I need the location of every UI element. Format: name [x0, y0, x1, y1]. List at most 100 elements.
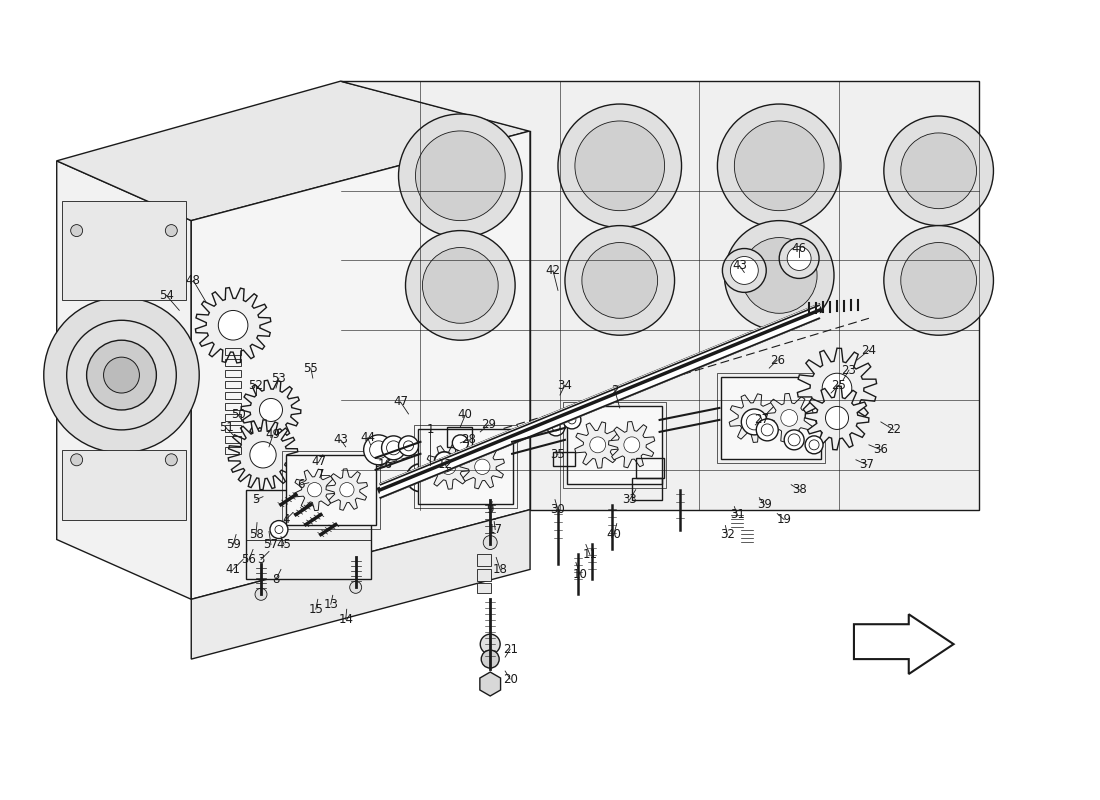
- Circle shape: [805, 436, 823, 454]
- Circle shape: [781, 410, 798, 426]
- Circle shape: [340, 482, 354, 497]
- Polygon shape: [729, 394, 778, 442]
- Circle shape: [565, 226, 674, 335]
- Circle shape: [547, 418, 565, 436]
- Polygon shape: [57, 161, 191, 599]
- Text: 34: 34: [558, 378, 572, 391]
- Circle shape: [624, 437, 640, 453]
- Text: 44: 44: [360, 431, 375, 444]
- Circle shape: [757, 419, 778, 441]
- Bar: [418, 430, 513, 504]
- Circle shape: [575, 121, 664, 210]
- Circle shape: [87, 340, 156, 410]
- Text: 16: 16: [378, 458, 393, 471]
- Circle shape: [483, 535, 497, 550]
- Text: 31: 31: [730, 508, 745, 521]
- Text: 47: 47: [393, 395, 408, 409]
- Text: 59: 59: [226, 538, 241, 551]
- Circle shape: [779, 238, 820, 278]
- Polygon shape: [57, 81, 530, 221]
- Circle shape: [723, 249, 767, 292]
- Polygon shape: [196, 287, 271, 363]
- Polygon shape: [426, 445, 471, 489]
- Circle shape: [250, 442, 276, 468]
- Circle shape: [883, 116, 993, 226]
- Circle shape: [218, 310, 248, 340]
- Bar: [226, 436, 241, 443]
- Circle shape: [735, 121, 824, 210]
- Text: 5: 5: [252, 493, 260, 506]
- Bar: [226, 381, 241, 388]
- Text: 46: 46: [792, 242, 806, 255]
- Text: 40: 40: [458, 409, 473, 422]
- Text: 15: 15: [308, 602, 323, 616]
- Text: 3: 3: [257, 553, 265, 566]
- Text: 43: 43: [333, 434, 349, 446]
- Bar: [226, 348, 241, 355]
- Circle shape: [44, 298, 199, 453]
- Text: 41: 41: [226, 563, 241, 576]
- Bar: [477, 583, 492, 594]
- Circle shape: [398, 114, 522, 238]
- Polygon shape: [326, 469, 367, 510]
- Text: 37: 37: [859, 458, 874, 471]
- Text: 29: 29: [481, 418, 496, 431]
- Text: 20: 20: [503, 673, 518, 686]
- Circle shape: [481, 650, 499, 668]
- Circle shape: [784, 430, 804, 450]
- Text: 33: 33: [623, 493, 637, 506]
- Circle shape: [741, 409, 767, 435]
- Text: 56: 56: [242, 553, 256, 566]
- Text: 18: 18: [493, 563, 507, 576]
- Circle shape: [745, 410, 761, 426]
- Text: 2: 2: [610, 383, 618, 397]
- Text: 52: 52: [249, 378, 264, 391]
- Text: 23: 23: [842, 364, 857, 377]
- Polygon shape: [381, 304, 820, 498]
- Bar: [226, 370, 241, 377]
- Polygon shape: [246, 490, 371, 579]
- Text: 51: 51: [219, 422, 233, 434]
- Text: 53: 53: [272, 371, 286, 385]
- Circle shape: [441, 459, 455, 474]
- Text: 9: 9: [486, 503, 494, 516]
- Bar: [477, 570, 492, 582]
- Bar: [62, 201, 186, 300]
- Bar: [226, 425, 241, 432]
- Circle shape: [730, 257, 758, 285]
- Text: 4: 4: [283, 513, 289, 526]
- Text: 22: 22: [887, 423, 901, 436]
- Text: 24: 24: [861, 344, 877, 357]
- Polygon shape: [608, 422, 654, 468]
- Text: 40: 40: [606, 528, 621, 541]
- Bar: [282, 451, 380, 529]
- Text: 36: 36: [873, 443, 889, 456]
- Text: 42: 42: [546, 264, 561, 277]
- Bar: [62, 450, 186, 519]
- Circle shape: [165, 454, 177, 466]
- Text: 49: 49: [265, 428, 280, 442]
- Text: 6: 6: [297, 478, 305, 491]
- Bar: [226, 403, 241, 410]
- Text: 11: 11: [582, 548, 597, 561]
- Bar: [568, 406, 662, 484]
- Text: 48: 48: [186, 274, 200, 287]
- Text: 21: 21: [503, 642, 518, 656]
- Circle shape: [165, 225, 177, 237]
- Polygon shape: [798, 348, 877, 428]
- Text: 35: 35: [551, 448, 565, 462]
- Bar: [553, 452, 575, 466]
- Polygon shape: [191, 510, 530, 659]
- Text: 32: 32: [719, 528, 735, 541]
- Bar: [563, 402, 667, 488]
- Polygon shape: [294, 469, 335, 510]
- Text: 28: 28: [461, 434, 475, 446]
- Circle shape: [70, 454, 82, 466]
- Circle shape: [398, 436, 418, 456]
- Text: 27: 27: [754, 414, 769, 426]
- Circle shape: [901, 133, 977, 209]
- Polygon shape: [805, 386, 869, 450]
- Text: 30: 30: [551, 503, 565, 516]
- Circle shape: [255, 588, 267, 600]
- Text: 10: 10: [572, 568, 587, 581]
